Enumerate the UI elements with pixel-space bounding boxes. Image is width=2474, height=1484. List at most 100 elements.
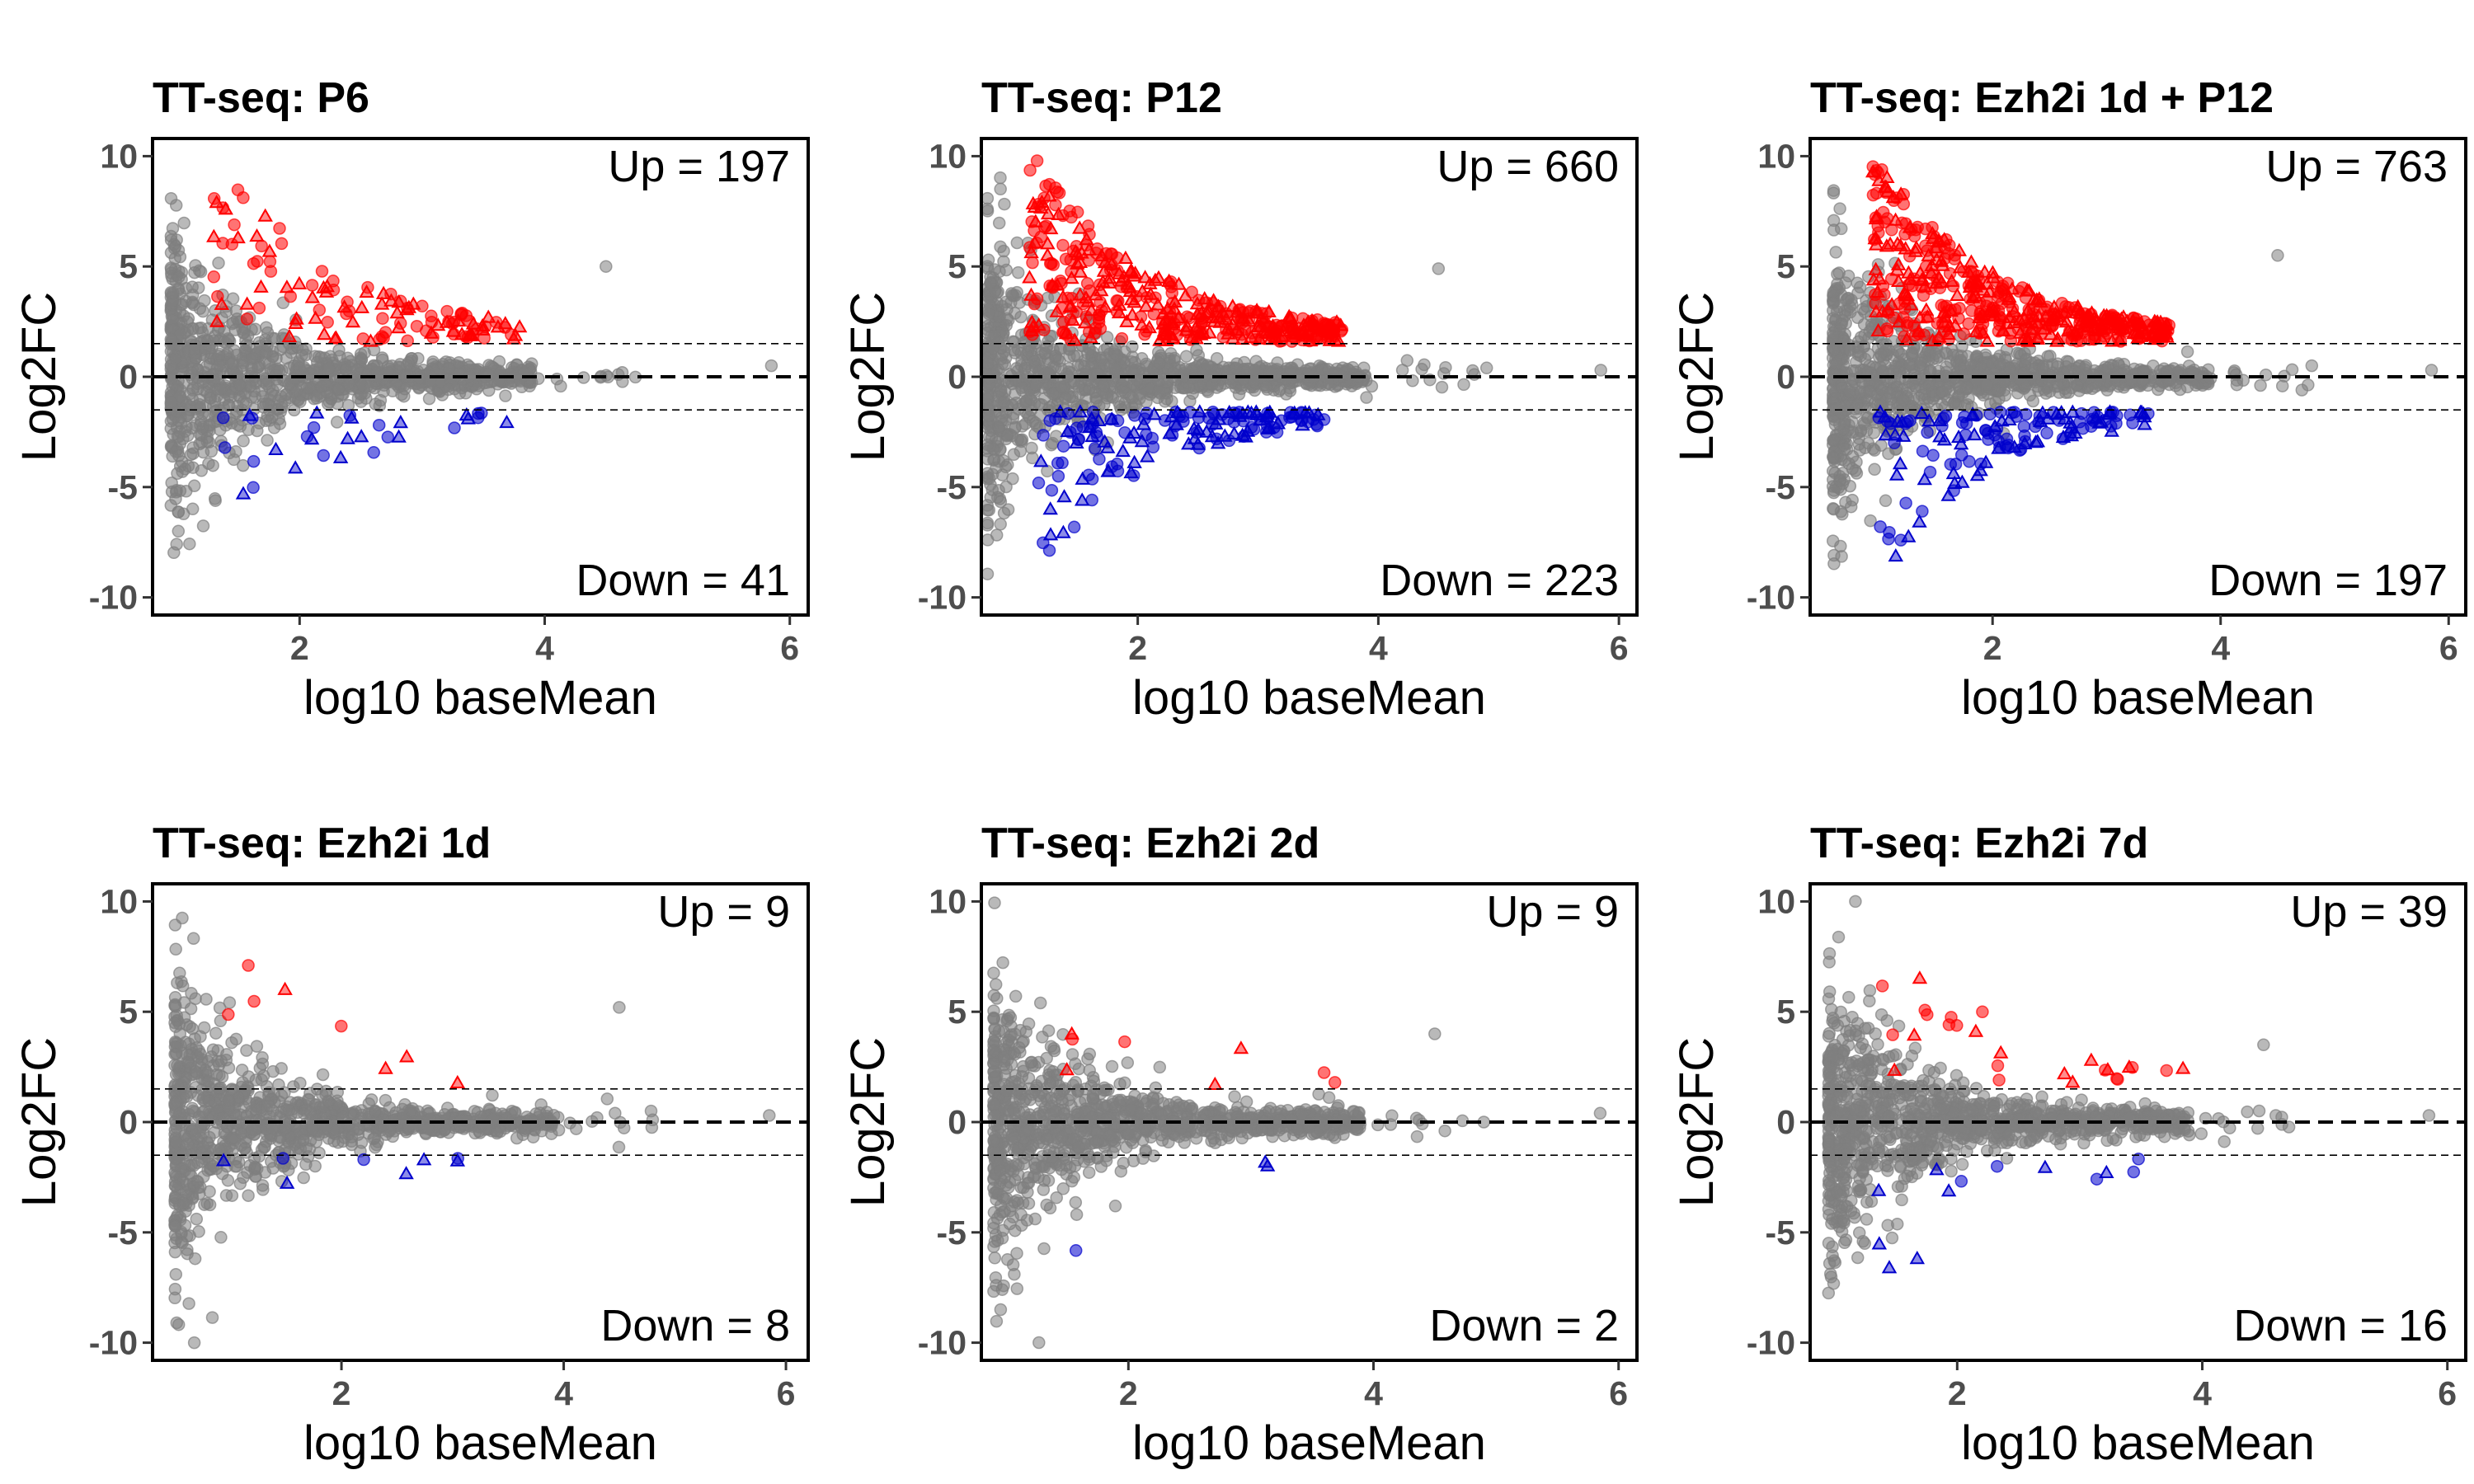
point-up [239,296,255,310]
point-ns [1831,267,1844,281]
point-up [401,302,414,315]
point-ns [992,216,1006,230]
point-ns [233,378,247,392]
point-ns [999,263,1014,277]
point-ns [196,420,209,434]
point-ns [1860,411,1874,425]
point-ns [1259,380,1273,394]
point-up [237,191,250,204]
point-up [1962,317,1975,331]
point-up [214,296,230,310]
y-tick-label: -10 [1747,579,1795,617]
point-ns [1041,464,1054,478]
point-ns [165,396,178,409]
point-ns [1851,311,1865,325]
point-up [1064,253,1078,266]
point-up [1942,247,1955,261]
point-ns [1271,356,1284,369]
point-ns [1894,347,1908,361]
point-up [1235,327,1249,341]
x-axis-label: log10 baseMean [1132,671,1486,725]
point-down [381,430,395,444]
y-axis-label: Log2FC [841,292,895,462]
point-ns [1010,236,1024,250]
point-ns [994,518,1007,531]
point-ns [1887,335,1901,348]
point-up [1881,306,1895,319]
point-down [218,441,232,454]
point-ns [1833,202,1846,215]
point-ns [1153,356,1166,370]
point-ns [190,1212,204,1226]
point-ns [2041,350,2054,364]
point-up [218,201,233,215]
point-up [1937,325,1951,338]
point-ns [441,383,455,397]
panel-title: TT-seq: P12 [981,74,1222,122]
point-up [1991,275,2005,289]
point-up [376,312,389,325]
point-ns [994,240,1007,254]
x-tick-label: 2 [1983,629,2002,667]
y-tick-label: -5 [1766,468,1795,506]
x-tick-label: 4 [535,629,554,667]
point-up [1998,289,2011,303]
point-ns [983,503,996,517]
point-up [2017,314,2030,327]
point-ns [1874,347,1888,360]
point-ns [260,321,273,334]
x-tick-label: 2 [1128,629,1147,667]
point-ns [1827,557,1841,571]
point-ns [312,350,326,364]
point-ns [187,479,201,493]
point-down [2029,420,2042,434]
point-ns [402,356,416,369]
point-ns [1100,331,1114,344]
point-up [1964,292,1977,306]
point-up [384,287,397,301]
point-down [1111,414,1125,428]
point-ns [1845,294,1858,307]
y-tick-label: 0 [119,358,138,396]
point-ns [1014,310,1028,324]
point-ns [1885,397,1899,411]
data-points [164,183,778,560]
up-count-label: Up = 763 [2265,142,2448,191]
point-down [1261,406,1274,420]
y-tick-label: 5 [119,247,138,285]
point-ns [224,356,238,369]
point-down [1165,429,1179,442]
point-ns [209,303,222,317]
point-ns [350,363,364,377]
point-ns [2285,363,2299,377]
point-ns [990,528,1004,542]
point-ns [1070,350,1084,363]
point-up [321,316,334,329]
point-up [209,313,225,327]
point-ns [164,191,178,205]
point-ns [611,368,625,382]
point-down [247,481,260,495]
point-ns [1108,361,1122,375]
point-ns [339,364,352,377]
point-ns [1954,380,1968,394]
point-ns [1479,361,1493,375]
point-ns [983,260,995,273]
point-up [1974,305,1987,318]
point-down [1032,477,1046,490]
point-down [1158,414,1172,427]
point-up [423,325,440,339]
point-down [1206,418,1219,431]
point-ns [983,356,995,369]
point-down [1093,453,1106,466]
point-up [273,222,286,235]
point-up [1063,204,1076,218]
point-down [317,448,331,463]
point-ns [1126,392,1140,405]
x-tick-label: 6 [2439,629,2458,667]
point-down [1088,442,1102,455]
point-ns [321,397,335,411]
point-ns [1000,312,1014,326]
point-ns [1858,352,1872,366]
